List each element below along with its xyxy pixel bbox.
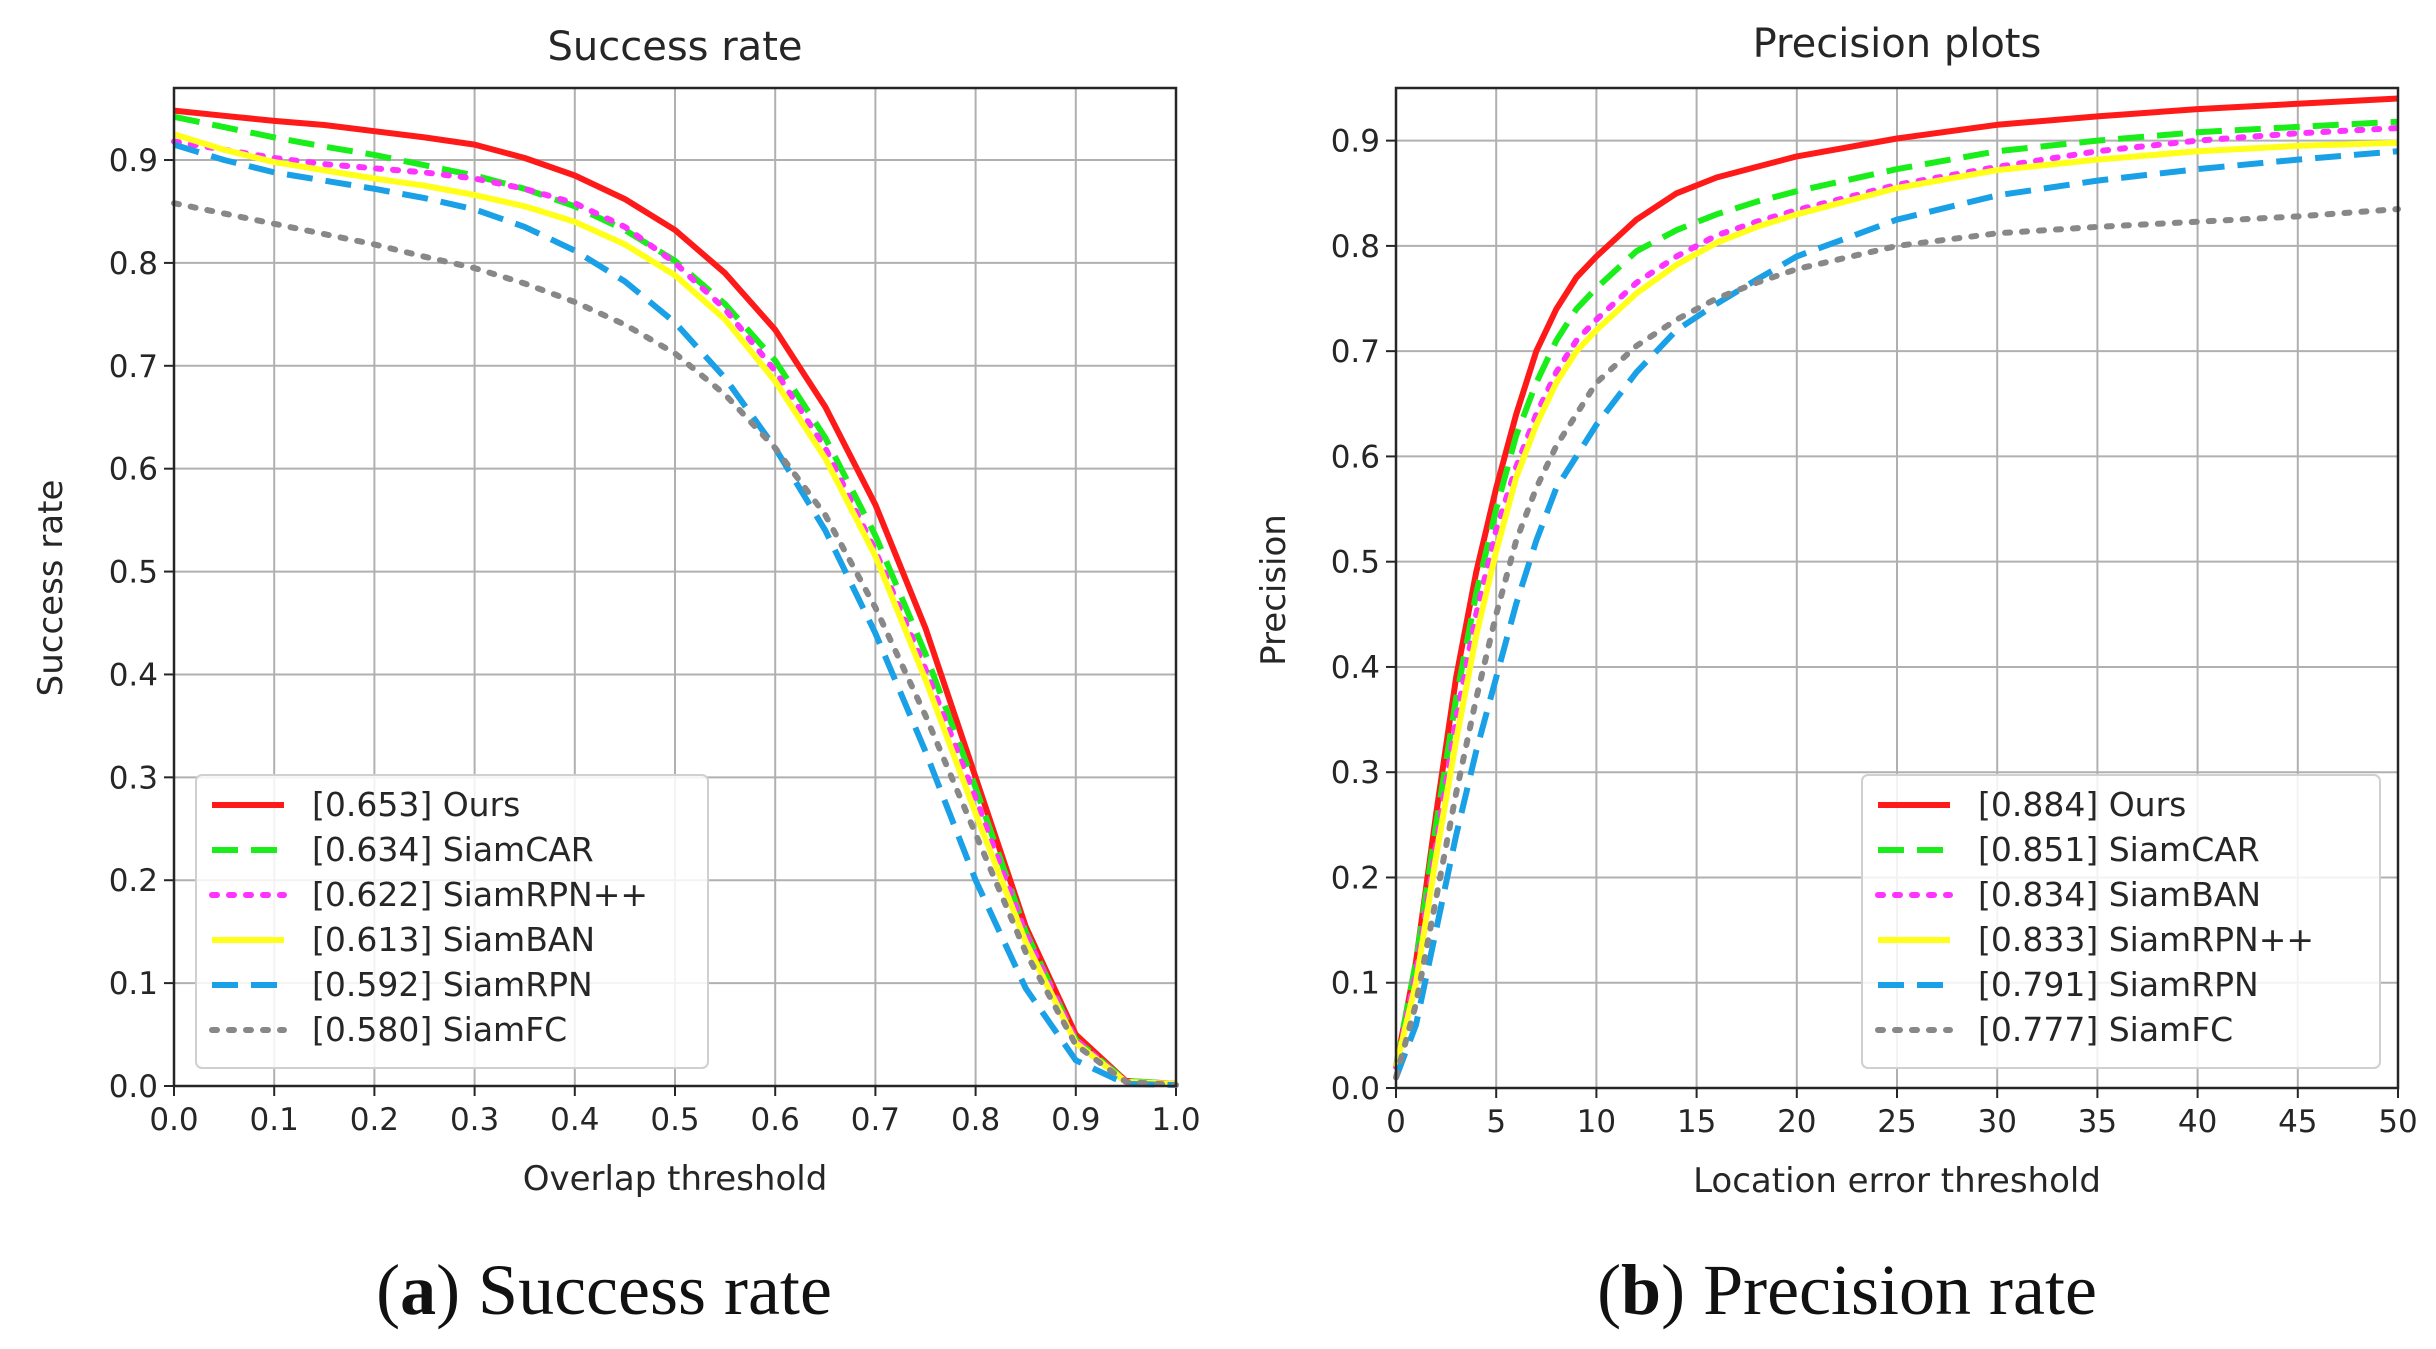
- x-tick-label: 1.0: [1151, 1102, 1200, 1138]
- series-line-5: [173, 141, 1177, 1088]
- x-tick-label: 15: [1677, 1104, 1716, 1140]
- x-axis-label: Location error threshold: [1693, 1161, 2101, 1201]
- y-tick-label: 0.9: [1331, 124, 1380, 160]
- legend: [0.653] Ours [0.634] SiamCAR [0.622] SiamR…: [195, 774, 709, 1069]
- y-tick-label: 0.3: [1331, 755, 1380, 791]
- x-tick-label: 0.6: [751, 1102, 800, 1138]
- y-axis-label: Success rate: [31, 480, 71, 697]
- x-tick-label: 0.2: [350, 1102, 399, 1138]
- legend-label: [0.613] SiamBAN: [312, 920, 595, 959]
- y-tick-label: 0.4: [109, 657, 158, 693]
- caption-letter: a: [400, 1250, 436, 1330]
- y-tick-label: 0.6: [1331, 439, 1380, 475]
- y-tick-label: 0.8: [109, 246, 158, 282]
- x-tick-label: 0: [1386, 1104, 1406, 1140]
- series-line-5: [1393, 148, 2399, 1079]
- legend-label: [0.777] SiamFC: [1978, 1010, 2233, 1049]
- x-tick-label: 0.7: [851, 1102, 900, 1138]
- y-tick-label: 0.5: [109, 555, 158, 591]
- y-tick-label: 0.1: [109, 966, 158, 1002]
- success-rate-chart: Success rate Overlap threshold Success r…: [31, 24, 1201, 1330]
- y-tick-label: 0.4: [1331, 650, 1380, 686]
- legend-label: [0.834] SiamBAN: [1978, 875, 2261, 914]
- legend-label: [0.833] SiamRPN++: [1978, 920, 2314, 959]
- legend-label: [0.580] SiamFC: [312, 1010, 567, 1049]
- series-line-2: [1393, 118, 2399, 1068]
- legend-box: [1861, 774, 2381, 1069]
- legend-label: [0.592] SiamRPN: [312, 965, 593, 1004]
- x-tick-label: 45: [2278, 1104, 2317, 1140]
- series-line-4: [1393, 139, 2399, 1068]
- y-axis-label: Precision: [1254, 514, 1294, 666]
- y-tick-label: 0.1: [1331, 966, 1380, 1002]
- x-tick-label: 40: [2178, 1104, 2217, 1140]
- y-tick-label: 0.7: [109, 349, 158, 385]
- legend-label: [0.884] Ours: [1978, 785, 2186, 824]
- x-tick-label: 0.8: [951, 1102, 1000, 1138]
- x-tick-label: 35: [2078, 1104, 2117, 1140]
- x-tick-label: 0.3: [450, 1102, 499, 1138]
- legend-label: [0.653] Ours: [312, 785, 520, 824]
- y-tick-label: 0.5: [1331, 545, 1380, 581]
- legend-label: [0.851] SiamCAR: [1978, 830, 2260, 869]
- y-tick-label: 0.3: [109, 760, 158, 796]
- axes-frame: [1394, 86, 2400, 1090]
- caption-text: Success rate: [460, 1250, 832, 1330]
- chart-title: Success rate: [548, 24, 803, 70]
- precision-chart: Precision plots Location error threshold…: [1254, 21, 2418, 1330]
- y-tick-label: 0.2: [1331, 860, 1380, 896]
- series-line-1: [1393, 95, 2399, 1068]
- panel-caption: (b) Precision rate: [1597, 1250, 2097, 1330]
- series-line-3: [1393, 125, 2401, 1070]
- x-tick-label: 0.1: [250, 1102, 299, 1138]
- series-line-1: [173, 107, 1177, 1087]
- y-tick-label: 0.0: [109, 1069, 158, 1105]
- y-tick-label: 0.6: [109, 452, 158, 488]
- legend: [0.884] Ours [0.851] SiamCAR [0.834] SiamB…: [1861, 774, 2381, 1069]
- x-tick-label: 0.4: [550, 1102, 599, 1138]
- x-tick-label: 30: [1977, 1104, 2016, 1140]
- x-tick-label: 10: [1577, 1104, 1616, 1140]
- y-tick-label: 0.0: [1331, 1071, 1380, 1107]
- y-tick-label: 0.9: [109, 143, 158, 179]
- y-tick-label: 0.8: [1331, 229, 1380, 265]
- x-axis-label: Overlap threshold: [523, 1159, 828, 1199]
- x-tick-label: 0.9: [1051, 1102, 1100, 1138]
- legend-label: [0.791] SiamRPN: [1978, 965, 2259, 1004]
- series-line-3: [171, 138, 1179, 1087]
- series-line-4: [173, 131, 1177, 1087]
- legend-label: [0.634] SiamCAR: [312, 830, 594, 869]
- x-tick-label: 0.0: [149, 1102, 198, 1138]
- series-line-6: [1393, 206, 2401, 1081]
- axes-frame: [172, 86, 1178, 1088]
- caption-letter: b: [1621, 1250, 1661, 1330]
- x-tick-label: 25: [1877, 1104, 1916, 1140]
- panel-caption: (a) Success rate: [376, 1250, 832, 1330]
- x-tick-label: 0.5: [650, 1102, 699, 1138]
- series-line-6: [171, 200, 1179, 1088]
- chart-title: Precision plots: [1753, 21, 2042, 67]
- series-line-2: [173, 113, 1177, 1087]
- x-tick-label: 5: [1486, 1104, 1506, 1140]
- y-tick-label: 0.2: [109, 863, 158, 899]
- x-tick-label: 50: [2378, 1104, 2417, 1140]
- caption-text: Precision rate: [1685, 1250, 2097, 1330]
- y-tick-label: 0.7: [1331, 334, 1380, 370]
- legend-label: [0.622] SiamRPN++: [312, 875, 648, 914]
- legend-box: [195, 774, 709, 1069]
- x-tick-label: 20: [1777, 1104, 1816, 1140]
